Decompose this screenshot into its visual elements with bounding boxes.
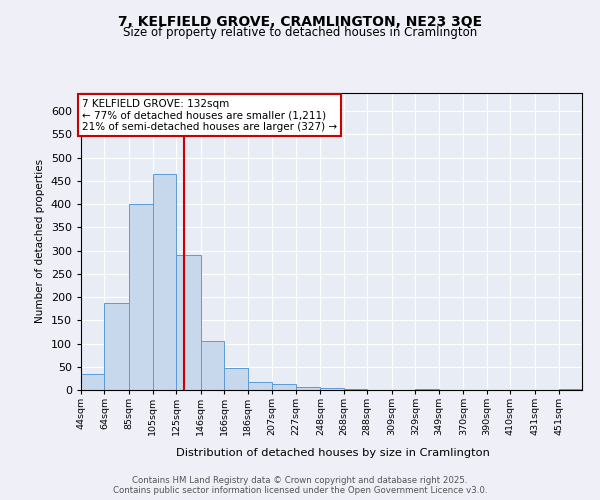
Bar [344, 388, 367, 390]
Bar [176, 255, 200, 390]
Bar [152, 174, 176, 390]
Text: Distribution of detached houses by size in Cramlington: Distribution of detached houses by size … [176, 448, 490, 458]
Text: Size of property relative to detached houses in Cramlington: Size of property relative to detached ho… [123, 26, 477, 39]
Text: Contains public sector information licensed under the Open Government Licence v3: Contains public sector information licen… [113, 486, 487, 495]
Text: 7, KELFIELD GROVE, CRAMLINGTON, NE23 3QE: 7, KELFIELD GROVE, CRAMLINGTON, NE23 3QE [118, 15, 482, 29]
Text: 7 KELFIELD GROVE: 132sqm
← 77% of detached houses are smaller (1,211)
21% of sem: 7 KELFIELD GROVE: 132sqm ← 77% of detach… [82, 98, 337, 132]
Bar [296, 386, 320, 390]
Bar [559, 388, 582, 390]
Bar [104, 303, 129, 390]
Bar [415, 388, 439, 390]
Bar [320, 388, 344, 390]
Text: Contains HM Land Registry data © Crown copyright and database right 2025.: Contains HM Land Registry data © Crown c… [132, 476, 468, 485]
Bar [272, 384, 296, 390]
Bar [248, 382, 272, 390]
Y-axis label: Number of detached properties: Number of detached properties [35, 159, 45, 324]
Bar [200, 341, 224, 390]
Bar [129, 204, 152, 390]
Bar [224, 368, 248, 390]
Bar [81, 374, 104, 390]
